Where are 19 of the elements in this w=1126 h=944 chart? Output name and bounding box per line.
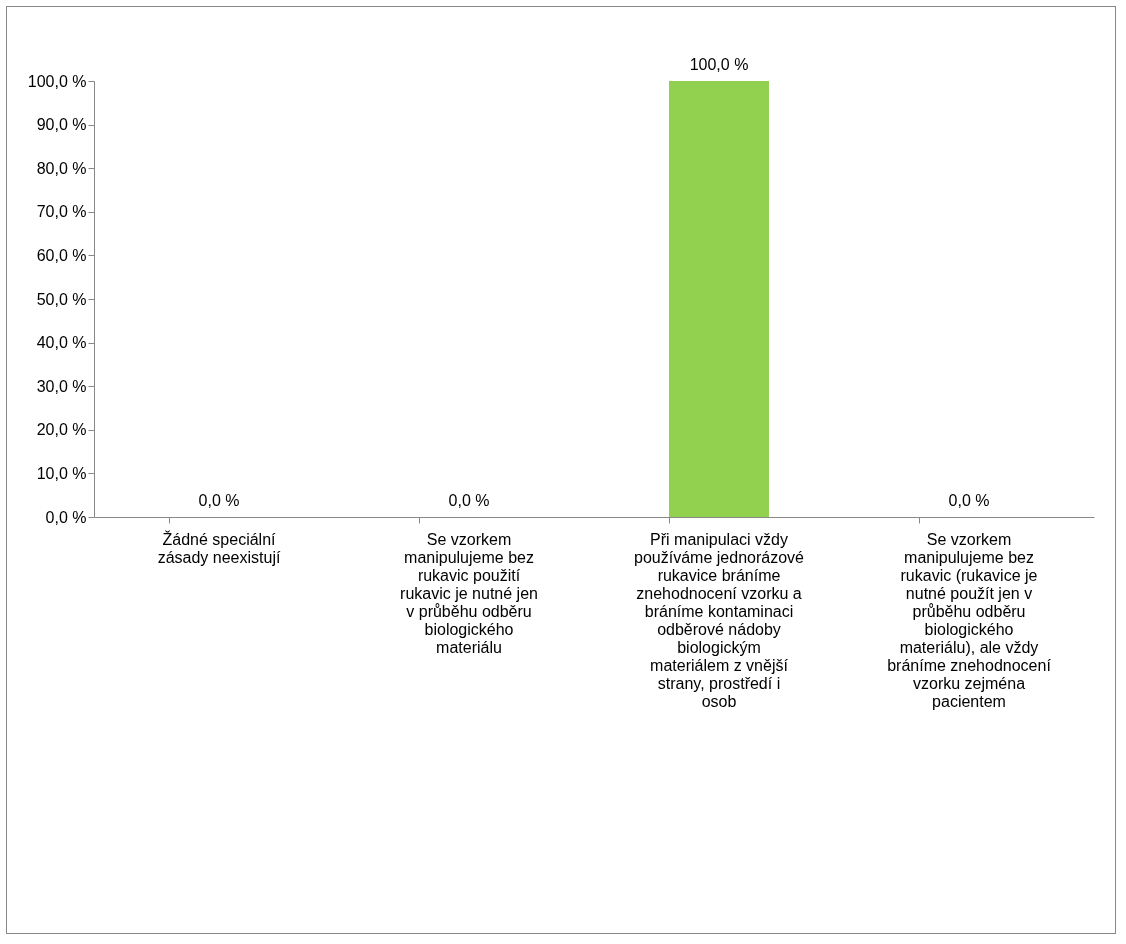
y-tick-label: 40,0 % <box>36 334 87 352</box>
y-tick-label: 20,0 % <box>36 421 87 439</box>
data-label: 0,0 % <box>198 492 240 509</box>
category-label: Se vzorkem manipulujeme bez rukavic (rukavice je nutné použít jen v průběhu odběru biologického materiálu), ale vždy bráníme znehodnocení vzorku zejména pacientem <box>887 530 1051 710</box>
y-tick-label: 70,0 % <box>36 203 87 221</box>
data-label: 0,0 % <box>448 492 490 509</box>
y-tick-label: 100,0 % <box>27 72 87 90</box>
x-tick-label: Žádné speciální zásady neexistují <box>157 529 281 566</box>
y-tick-label: 90,0 % <box>36 116 87 134</box>
data-label: 0,0 % <box>948 492 990 509</box>
y-tick-label: 50,0 % <box>36 290 87 308</box>
y-tick-label: 80,0 % <box>36 159 87 177</box>
y-tick-label: 0,0 % <box>45 508 87 526</box>
x-tick-label: Se vzorkem manipulujeme bez rukavic použití rukavic je nutné jen v průběhu odběru biologického materiálu <box>400 530 538 656</box>
category-label: Při manipulaci vždy používáme jednorázové rukavice bráníme znehodnocení vzorku a bráníme kontaminaci odběrové nádoby biologickým materiálem z vnější strany, prostředí i osob <box>634 530 804 710</box>
data-label: 100,0 % <box>689 56 749 73</box>
y-tick-label: 60,0 % <box>36 246 87 264</box>
y-tick-label: 10,0 % <box>36 464 87 482</box>
y-tick-label: 30,0 % <box>36 377 87 395</box>
